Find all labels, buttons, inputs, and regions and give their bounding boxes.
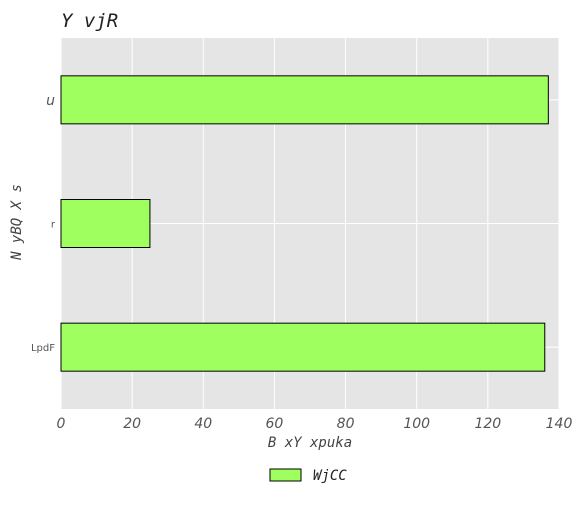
legend-swatch xyxy=(269,468,302,482)
legend-label: WjCC xyxy=(313,468,347,484)
chart-title: Y vjR xyxy=(61,10,118,32)
x-tick-label: 0 xyxy=(57,416,66,432)
bars xyxy=(60,75,549,372)
legend: WjCC xyxy=(269,468,347,484)
x-tick-label: 100 xyxy=(403,416,430,432)
x-tick-label: 20 xyxy=(123,416,141,432)
bar-LpdF xyxy=(60,322,546,372)
y-axis-label: N yBQ X s xyxy=(9,184,25,261)
x-tick-label: 140 xyxy=(546,416,573,432)
x-axis-ticks: 0 20 40 60 80 100 120 140 xyxy=(57,416,573,432)
x-tick-label: 60 xyxy=(266,416,284,432)
bar-r xyxy=(60,199,151,248)
x-tick-label: 40 xyxy=(194,416,212,432)
y-tick-label: r xyxy=(51,220,56,231)
x-tick-label: 120 xyxy=(474,416,501,432)
x-tick-label: 80 xyxy=(337,416,355,432)
bar-u xyxy=(60,75,549,125)
x-axis-label: B xY xpuka xyxy=(268,435,352,451)
y-tick-label: u xyxy=(46,93,55,109)
y-tick-label: LpdF xyxy=(31,343,55,354)
y-axis-ticks: u r LpdF xyxy=(31,93,56,354)
